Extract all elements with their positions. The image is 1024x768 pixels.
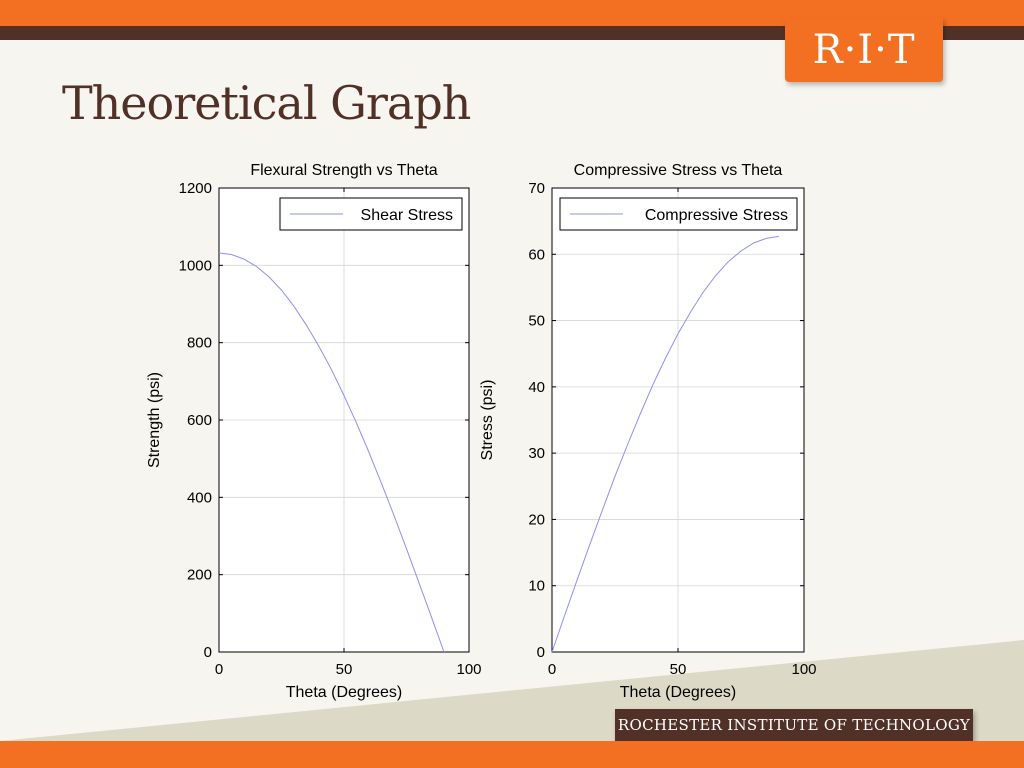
chart-1-legend-label: Shear Stress bbox=[361, 207, 453, 224]
chart-1-y-tick-label: 400 bbox=[187, 489, 212, 506]
chart-1-y-tick-label: 200 bbox=[187, 567, 212, 584]
chart-2-y-tick-label: 40 bbox=[528, 379, 545, 396]
chart-1-y-tick-label: 800 bbox=[187, 335, 212, 352]
chart-1-y-axis-label: Strength (psi) bbox=[146, 372, 163, 468]
chart-2-y-tick-label: 10 bbox=[528, 578, 545, 595]
chart-1-x-tick-label: 50 bbox=[336, 661, 353, 678]
chart-2-y-tick-label: 30 bbox=[528, 445, 545, 462]
chart-1-series-line bbox=[218, 252, 445, 653]
chart-2-y-tick-label: 0 bbox=[537, 644, 545, 661]
chart-2-y-tick-label: 50 bbox=[528, 313, 545, 330]
footer-institution-label: ROCHESTER INSTITUTE OF TECHNOLOGY bbox=[615, 709, 973, 741]
chart-2-legend-label: Compressive Stress bbox=[645, 207, 788, 224]
chart-2-title: Compressive Stress vs Theta bbox=[574, 162, 783, 179]
rit-logo: R·I·T bbox=[785, 18, 943, 82]
bottom-orange-band bbox=[0, 741, 1024, 768]
chart-2-x-axis-label: Theta (Degrees) bbox=[620, 684, 737, 701]
chart-2-series-line bbox=[551, 235, 779, 653]
chart-1-x-axis-label: Theta (Degrees) bbox=[286, 684, 403, 701]
chart-2-y-tick-label: 20 bbox=[528, 511, 545, 528]
chart-1-title: Flexural Strength vs Theta bbox=[250, 162, 437, 179]
chart-2-y-axis-label: Stress (psi) bbox=[479, 380, 496, 461]
chart-2-x-tick-label: 50 bbox=[670, 661, 687, 678]
chart-2: 0 50 100 0 10 20 30 40 50 60 70 Compressive Stress C… bbox=[479, 162, 817, 701]
chart-2-x-tick-label: 100 bbox=[791, 661, 816, 678]
slide-title: Theoretical Graph bbox=[62, 76, 471, 130]
chart-2-axes-frame bbox=[551, 187, 805, 653]
chart-1-x-tick-label: 0 bbox=[215, 661, 223, 678]
chart-1-axes-frame bbox=[218, 187, 470, 653]
chart-2-x-tick-label: 0 bbox=[548, 661, 556, 678]
chart-2-y-tick-label: 70 bbox=[528, 180, 545, 197]
chart-1-y-tick-label: 1200 bbox=[179, 180, 212, 197]
chart-2-y-tick-label: 60 bbox=[528, 246, 545, 263]
chart-1-y-tick-label: 0 bbox=[204, 644, 212, 661]
chart-1-y-tick-label: 600 bbox=[187, 412, 212, 429]
chart-1-x-tick-label: 100 bbox=[456, 661, 481, 678]
chart-1-y-tick-label: 1000 bbox=[179, 257, 212, 274]
top-brown-band bbox=[0, 26, 1024, 40]
